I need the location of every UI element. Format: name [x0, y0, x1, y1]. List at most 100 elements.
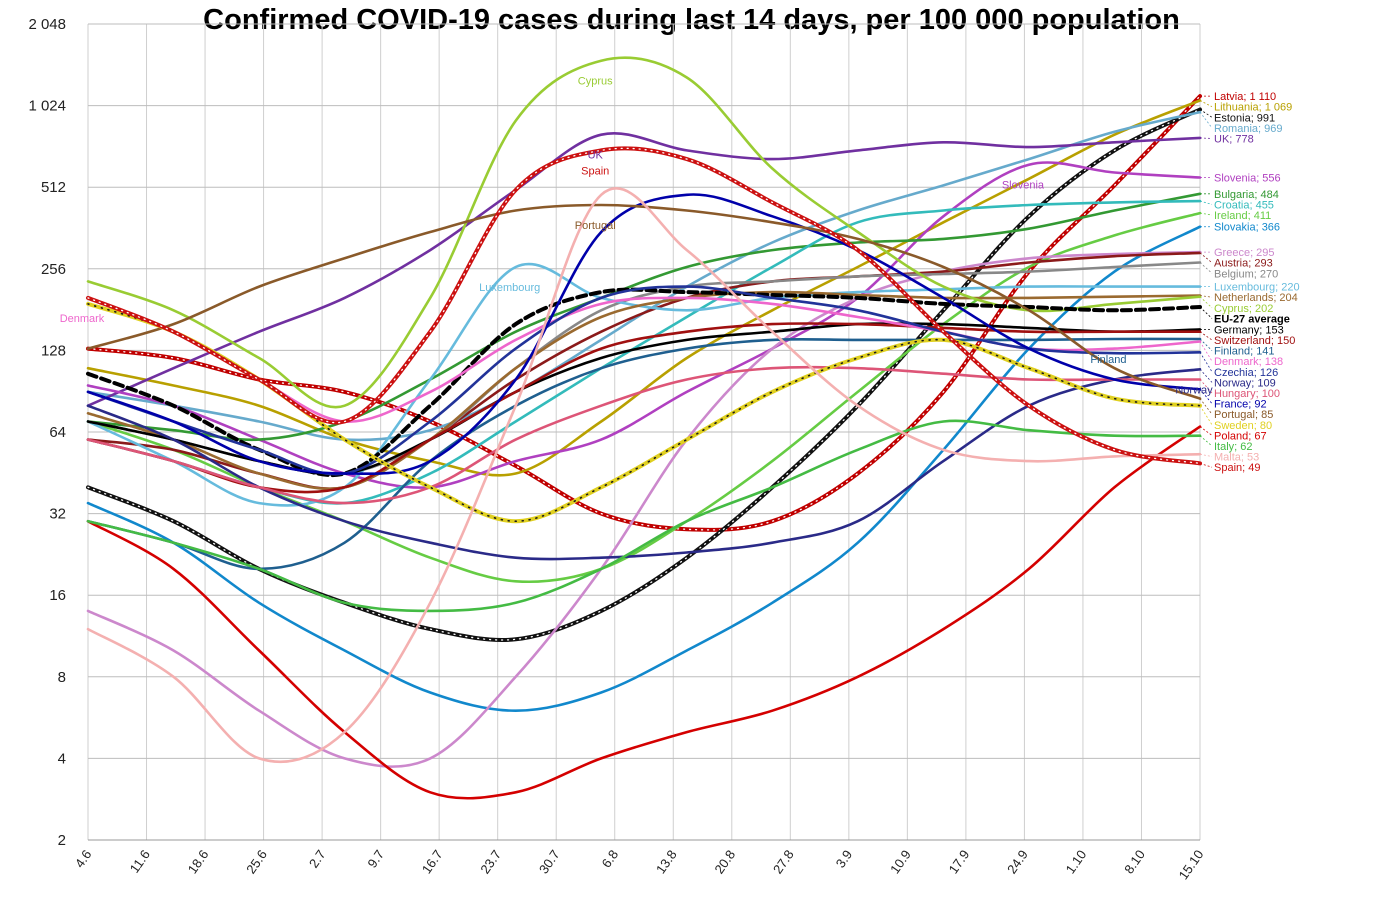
end-label-france: France; 92 — [1214, 399, 1267, 411]
series-line-sweden — [86, 301, 1202, 524]
end-label-czechia: Czechia; 126 — [1214, 367, 1278, 379]
y-tick-label: 64 — [49, 424, 66, 441]
end-label-greece: Greece; 295 — [1214, 247, 1275, 259]
series-line-bulgaria — [86, 192, 1202, 442]
end-label-ireland: Ireland; 411 — [1214, 210, 1271, 222]
annotation-denmark: Denmark — [60, 313, 105, 325]
x-tick-label: 9.7 — [364, 847, 387, 870]
end-label-croatia: Croatia; 455 — [1214, 199, 1274, 211]
end-label-leader — [1199, 262, 1213, 274]
series-line-croatia — [86, 199, 1202, 505]
series-annotations: Cyprus Spain Portugal UK Denmark Slovenia Luxe… — [60, 76, 1213, 397]
end-label-latvia: Latvia; 1 110 — [1214, 91, 1276, 103]
series-line-france — [86, 193, 1202, 476]
x-tick-label: 27.8 — [770, 847, 797, 876]
end-label-malta: Malta; 53 — [1214, 452, 1259, 464]
series-line-cyprus — [86, 56, 1202, 409]
y-tick-label: 4 — [58, 750, 66, 767]
series-line-netherlands — [86, 290, 1202, 491]
end-label-leader — [1199, 200, 1213, 205]
annotation-finland: Finland — [1090, 354, 1126, 366]
x-axis: 4.6 11.6 18.6 25.6 2.7 9.7 16.7 23.7 30.7 6.8 13.8… — [72, 839, 1207, 882]
end-label-leader — [1199, 296, 1213, 309]
annotation-portugal: Portugal — [575, 220, 616, 232]
series-dots-estonia — [87, 108, 1201, 641]
end-label-slovakia: Slovakia; 366 — [1214, 222, 1280, 234]
end-label-sweden: Sweden; 80 — [1214, 420, 1272, 432]
annotation-spain: Spain — [581, 165, 609, 177]
y-tick-label: 512 — [41, 179, 66, 196]
x-tick-label: 17.9 — [946, 847, 973, 876]
annotation-norway: Norway — [1175, 384, 1213, 396]
series-dots-spain — [87, 147, 1201, 465]
y-tick-label: 128 — [41, 342, 66, 359]
x-tick-label: 2.7 — [306, 847, 329, 870]
end-label-leader — [1199, 137, 1213, 139]
end-label-poland: Poland; 67 — [1214, 430, 1267, 442]
series-line-germany — [86, 322, 1202, 476]
x-tick-label: 8.10 — [1121, 847, 1148, 876]
end-label-cyprus: Cyprus; 202 — [1214, 303, 1273, 315]
end-label-leader — [1199, 435, 1213, 447]
x-tick-label: 15.10 — [1176, 847, 1207, 882]
x-tick-label: 18.6 — [185, 847, 212, 876]
series-line-uk — [86, 132, 1202, 407]
end-label-portugal: Portugal; 85 — [1214, 409, 1273, 421]
x-tick-label: 23.7 — [477, 847, 504, 876]
end-label-estonia: Estonia; 991 — [1214, 112, 1275, 124]
end-label-switzerland: Switzerland; 150 — [1214, 335, 1295, 347]
end-label-leader — [1199, 463, 1213, 468]
series-line-finland — [86, 337, 1202, 571]
end-label-leader — [1199, 306, 1213, 319]
series-line-norway — [86, 368, 1202, 561]
end-label-belgium: Belgium; 270 — [1214, 268, 1278, 280]
end-label-leader — [1199, 398, 1213, 415]
series-line-italy — [86, 419, 1202, 613]
x-tick-label: 3.9 — [833, 847, 856, 870]
end-label-leader — [1199, 453, 1213, 457]
y-tick-label: 1 024 — [28, 98, 66, 115]
x-tick-label: 1.10 — [1063, 847, 1090, 876]
end-label-leader — [1199, 252, 1213, 264]
x-tick-label: 13.8 — [653, 847, 680, 876]
end-label-bulgaria: Bulgaria; 484 — [1214, 189, 1279, 201]
end-label-leader — [1199, 379, 1213, 394]
end-label-austria: Austria; 293 — [1214, 258, 1273, 270]
x-tick-label: 25.6 — [243, 847, 270, 876]
end-label-leader — [1199, 369, 1213, 383]
end-label-leader — [1199, 295, 1213, 298]
annotation-luxembourg: Luxembourg — [479, 282, 540, 294]
end-label-netherlands: Netherlands; 204 — [1214, 292, 1298, 304]
end-label-leader — [1199, 352, 1213, 373]
end-label-luxembourg: Luxembourg; 220 — [1214, 282, 1300, 294]
end-label-leader — [1199, 111, 1213, 129]
y-tick-label: 2 048 — [28, 16, 66, 33]
series-dots-sweden — [87, 303, 1201, 523]
end-label-leader — [1199, 338, 1213, 351]
annotation-uk: UK — [588, 150, 604, 162]
series-line-slovakia — [86, 225, 1202, 712]
y-tick-label: 256 — [41, 261, 66, 278]
end-label-denmark: Denmark; 138 — [1214, 356, 1283, 368]
end-label-eu-27-average: EU-27 average — [1214, 313, 1290, 325]
end-label-lithuania: Lithuania; 1 069 — [1214, 102, 1292, 114]
end-label-germany: Germany; 153 — [1214, 324, 1284, 336]
series-dots-latvia — [87, 95, 1201, 531]
end-label-leader — [1199, 100, 1213, 108]
end-label-leader — [1199, 389, 1213, 404]
y-tick-label: 32 — [49, 506, 66, 523]
x-tick-label: 30.7 — [536, 847, 563, 876]
x-tick-label: 20.8 — [711, 847, 738, 876]
end-label-slovenia: Slovenia; 556 — [1214, 172, 1281, 184]
end-label-leader — [1199, 212, 1213, 216]
x-tick-label: 10.9 — [887, 847, 914, 876]
series-line-czechia — [86, 285, 1202, 476]
end-label-leader — [1199, 331, 1213, 341]
y-tick-label: 16 — [49, 587, 66, 604]
x-tick-label: 6.8 — [599, 847, 622, 870]
end-label-leader — [1199, 405, 1213, 426]
annotation-slovenia: Slovenia — [1002, 180, 1045, 192]
annotation-cyprus: Cyprus — [578, 76, 613, 88]
